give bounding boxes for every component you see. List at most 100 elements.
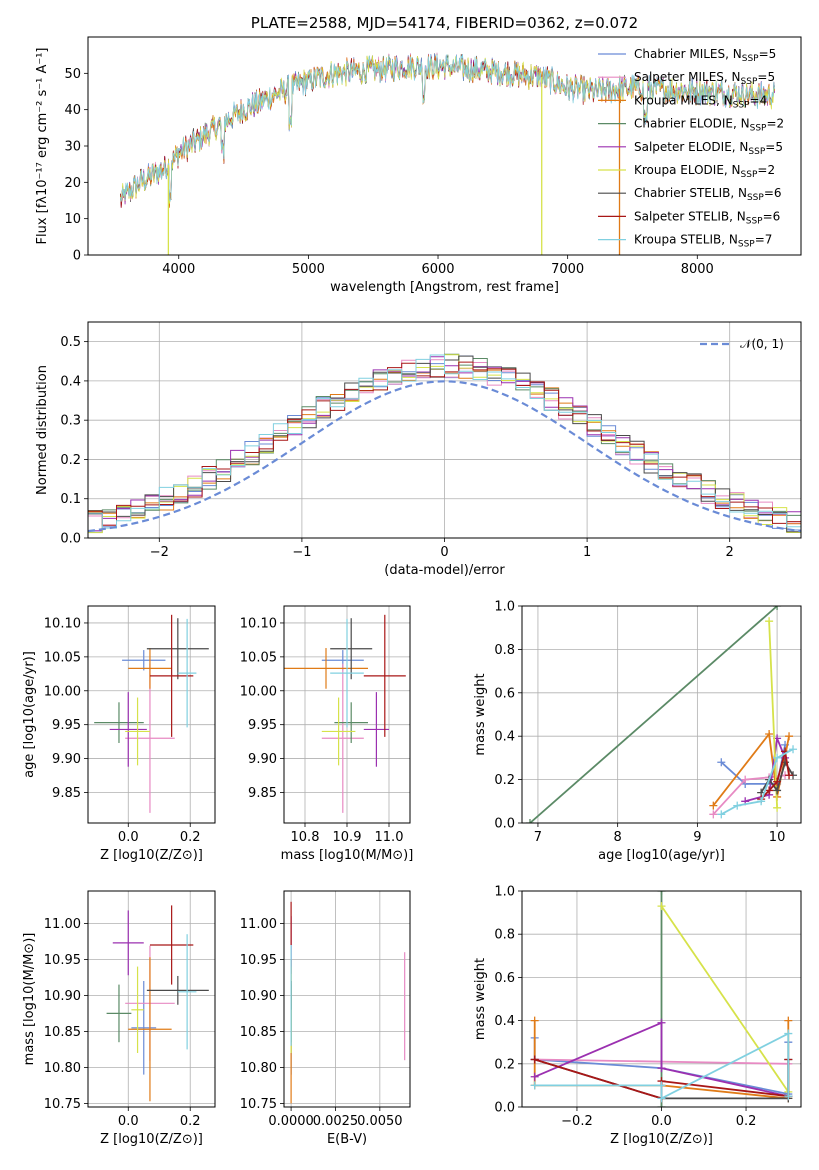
errorbar-point-6: [131, 966, 144, 1053]
y-axis-label: mass weight: [473, 958, 488, 1040]
errorbar-point-4: [94, 702, 144, 743]
weight-marker: [765, 617, 774, 626]
y-tick-label: 10.10: [44, 616, 81, 631]
y-tick-label: 10.10: [240, 616, 277, 631]
x-tick-label: 7: [534, 830, 542, 845]
y-tick-label: 40: [64, 103, 81, 118]
chart-mass-vs-Z: 0.0 0.2 10.75 10.80 10.85 10.90 10.95 11.00 Z [l…: [22, 890, 216, 1147]
x-tick-label: 7000: [551, 262, 584, 277]
weight-marker: [657, 1064, 666, 1073]
weight-marker: [657, 1103, 666, 1107]
y-tick-label: 10.85: [240, 1025, 277, 1040]
y-tick-label: 0.2: [494, 1057, 515, 1072]
y-tick-label: 30: [64, 140, 81, 155]
y-tick-label: 0.1: [60, 492, 81, 507]
errorbar-point-8: [363, 614, 406, 737]
errorbar-point-9: [177, 618, 197, 728]
y-tick-label: 0.4: [494, 730, 515, 745]
axes-frame: [87, 890, 216, 1108]
y-axis-label: Normed distribution: [35, 365, 50, 495]
y-tick-label: 0.6: [494, 686, 515, 701]
mass-vs-Z-plot-area: [106, 905, 209, 1102]
x-tick-label: 0.0: [118, 1114, 139, 1129]
weight-marker: [784, 1016, 793, 1025]
axes-frame: [87, 321, 802, 539]
axes-frame: [87, 36, 802, 256]
legend-label-4: Chabrier ELODIE, NSSP=2: [634, 117, 784, 134]
axes-frame: [283, 605, 411, 824]
histogram-8: [88, 361, 801, 533]
spectrum-plot-area: [120, 52, 775, 255]
chart-title: PLATE=2588, MJD=54174, FIBERID=0362, z=0…: [251, 14, 638, 32]
x-tick-label: 0.2: [180, 830, 201, 845]
y-tick-label: 0.8: [494, 928, 515, 943]
age-vs-Z-plot-area: [94, 614, 209, 813]
weight-marker: [773, 803, 782, 812]
x-tick-label: 8: [614, 830, 622, 845]
y-tick-label: 20: [64, 176, 81, 191]
x-tick-label: 9: [693, 830, 701, 845]
weight-marker: [789, 745, 798, 754]
weight-marker: [530, 1055, 539, 1064]
errorbar-point-1: [131, 981, 157, 1075]
weight-line-5: [534, 1021, 789, 1098]
y-tick-label: 9.85: [52, 786, 81, 801]
errorbar-point-8: [149, 905, 194, 985]
x-axis-label: Z [log10(Z/Z⊙)]: [100, 848, 203, 863]
weight-marker: [784, 1029, 793, 1038]
y-axis-label: age [log10(age/yr)]: [22, 651, 37, 778]
errorbar-point-5: [109, 692, 147, 767]
axes-frame: [521, 605, 802, 824]
y-tick-label: 1.0: [494, 600, 515, 615]
chart-weight-vs-Z: −0.2 0.0 0.2 0.0 0.2 0.4 0.6 0.8 1.0 Z [log10(Z/Z…: [473, 885, 802, 1147]
x-tick-label: 1: [583, 545, 591, 560]
errorbar-point-3: [128, 648, 172, 689]
histogram-9: [88, 354, 801, 530]
x-axis-label: wavelength [Angstrom, rest frame]: [330, 280, 559, 295]
y-tick-label: 10.95: [240, 953, 277, 968]
x-tick-label: 2: [726, 545, 734, 560]
errorbar-point-9: [177, 934, 197, 1050]
x-tick-label: 0.2: [180, 1114, 201, 1129]
y-tick-label: 0.2: [494, 773, 515, 788]
x-axis-label: age [log10(age/yr)]: [598, 848, 725, 863]
weight-marker: [741, 775, 750, 784]
y-tick-label: 10.75: [44, 1097, 81, 1112]
axes-frame: [283, 890, 411, 1108]
x-tick-label: 0: [440, 545, 448, 560]
y-tick-label: 0.2: [60, 453, 81, 468]
weight-marker: [657, 902, 666, 911]
errorbar-point-2: [321, 663, 364, 813]
legend-label-2: Salpeter MILES, NSSP=5: [634, 70, 775, 87]
errorbar-point-1: [122, 650, 166, 671]
normal-reference-curve: [88, 380, 801, 533]
weight-marker: [657, 1094, 666, 1103]
weight-marker: [525, 819, 534, 823]
weight-marker: [773, 786, 782, 795]
y-tick-label: 10.00: [44, 684, 81, 699]
axes-frame: [521, 890, 802, 1108]
x-tick-label: 8000: [681, 262, 714, 277]
legend-label-8: Salpeter STELIB, NSSP=6: [634, 209, 780, 226]
y-tick-label: 0.5: [60, 335, 81, 350]
x-axis-label: Z [log10(Z/Z⊙)]: [100, 1132, 203, 1147]
y-tick-label: 1.0: [494, 885, 515, 900]
y-axis-label: mass [log10(M/M⊙)]: [22, 933, 37, 1066]
y-tick-label: 10.90: [44, 989, 81, 1004]
legend-label-6: Kroupa ELODIE, NSSP=2: [634, 163, 775, 180]
chart-weight-vs-age: 7 8 9 10 0.0 0.2 0.4 0.6 0.8 1.0 age [log10(age/yr…: [473, 600, 802, 863]
y-tick-label: 10.75: [240, 1097, 277, 1112]
weight-marker: [530, 1016, 539, 1025]
x-axis-label: (data-model)/error: [384, 563, 505, 578]
errorbar-point-9: [330, 618, 364, 728]
errorbar-point-6: [125, 697, 150, 766]
y-tick-label: 10.80: [240, 1061, 277, 1076]
x-tick-label: 0.2: [736, 1114, 757, 1129]
y-tick-label: 0.0: [60, 532, 81, 547]
y-tick-label: 10: [64, 212, 81, 227]
x-tick-label: −1: [292, 545, 311, 560]
y-tick-label: 0.4: [494, 1014, 515, 1029]
y-tick-label: 0: [73, 249, 81, 264]
